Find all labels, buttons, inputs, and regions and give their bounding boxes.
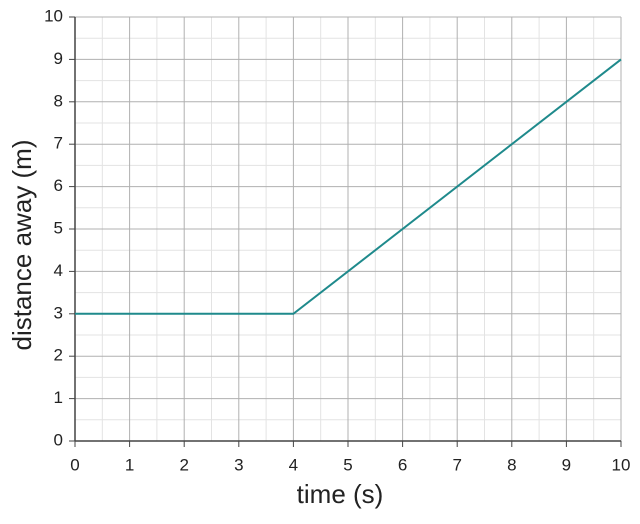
y-tick-label: 5 bbox=[54, 218, 63, 237]
data-line bbox=[75, 58, 622, 315]
x-tick-label: 0 bbox=[70, 455, 79, 474]
y-tick-label: 3 bbox=[54, 303, 63, 322]
y-tick-label: 8 bbox=[54, 91, 63, 110]
x-tick-label: 4 bbox=[289, 455, 298, 474]
y-tick-label: 7 bbox=[54, 134, 63, 153]
x-tick-label: 9 bbox=[562, 455, 571, 474]
y-axis-title: distance away (m) bbox=[7, 140, 37, 351]
x-tick-label: 1 bbox=[125, 455, 134, 474]
y-tick-label: 0 bbox=[54, 430, 63, 449]
x-tick-label: 3 bbox=[234, 455, 243, 474]
y-tick-label: 9 bbox=[54, 49, 63, 68]
y-tick-label: 1 bbox=[54, 388, 63, 407]
x-tick-label: 8 bbox=[507, 455, 516, 474]
y-tick-label: 4 bbox=[54, 261, 63, 280]
x-tick-label: 6 bbox=[398, 455, 407, 474]
y-tick-label: 10 bbox=[44, 6, 63, 25]
y-tick-label: 2 bbox=[54, 346, 63, 365]
x-axis-title: time (s) bbox=[297, 479, 384, 509]
x-tick-label: 2 bbox=[179, 455, 188, 474]
x-tick-label: 10 bbox=[612, 455, 631, 474]
y-tick-label: 6 bbox=[54, 176, 63, 195]
x-tick-label: 5 bbox=[343, 455, 352, 474]
x-tick-label: 7 bbox=[452, 455, 461, 474]
